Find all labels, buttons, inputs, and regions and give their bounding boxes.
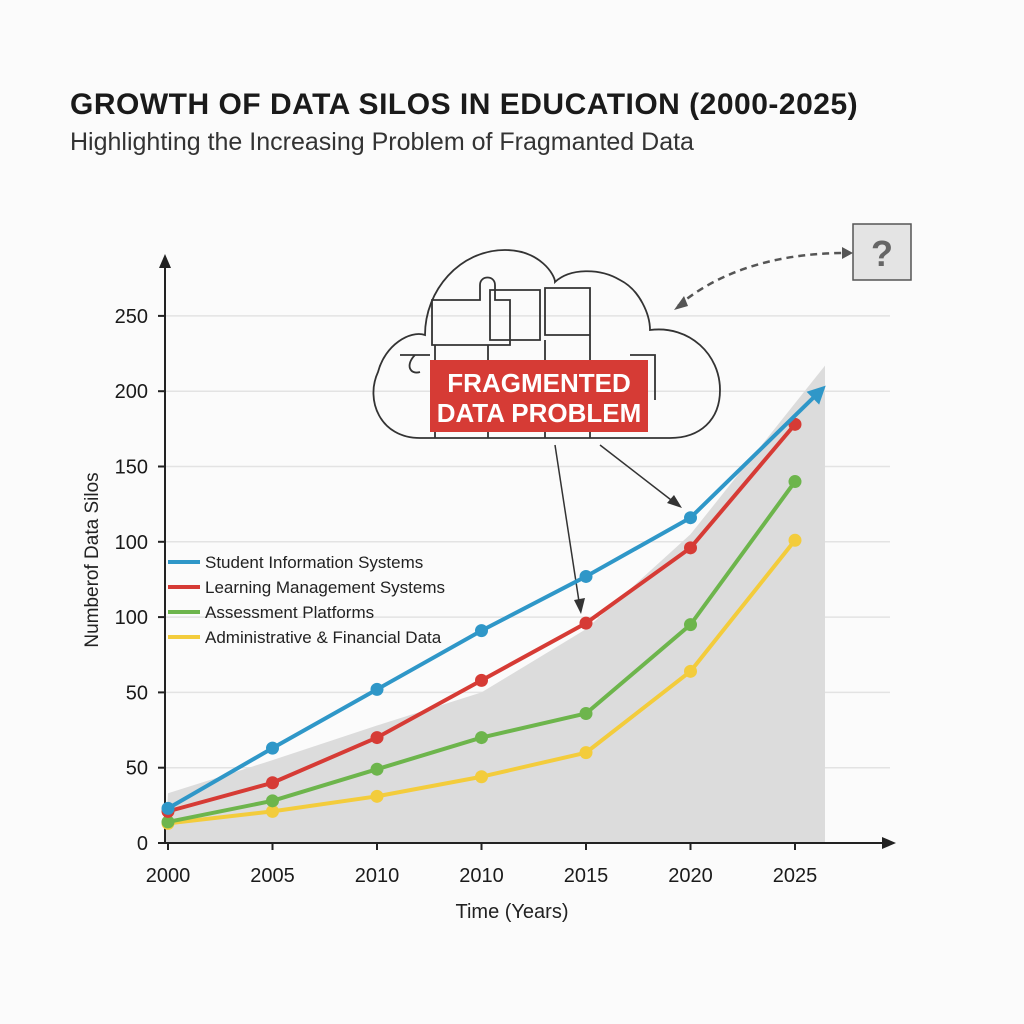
y-tick-label: 200 xyxy=(115,381,148,403)
x-tick-label: 2015 xyxy=(564,865,609,887)
x-tick-label: 2000 xyxy=(146,865,191,887)
pointer-arrowhead-2 xyxy=(667,495,682,508)
shaded-area xyxy=(165,365,825,843)
y-tick-label: 50 xyxy=(126,758,148,780)
data-point xyxy=(684,541,697,555)
data-point xyxy=(579,706,593,720)
series-learning-management-systems xyxy=(161,417,802,818)
data-point xyxy=(161,815,175,829)
legend-label: Administrative & Financial Data xyxy=(205,628,442,647)
y-axis-arrow xyxy=(159,254,171,268)
trend-arrowhead xyxy=(806,385,826,405)
y-tick-label: 100 xyxy=(115,607,148,629)
y-tick-label: 150 xyxy=(115,457,148,479)
data-point xyxy=(370,682,384,696)
data-point xyxy=(579,569,593,583)
callout-line1: FRAGMENTED xyxy=(447,368,630,398)
y-tick-label: 0 xyxy=(137,833,148,855)
x-tick-label: 2010 xyxy=(459,865,504,887)
chart-title: GROWTH OF DATA SILOS IN EDUCATION (2000-… xyxy=(70,88,859,121)
data-point xyxy=(475,673,488,687)
chart-subtitle: Highlighting the Increasing Problem of F… xyxy=(70,128,694,156)
question-box xyxy=(852,223,912,281)
data-point xyxy=(370,731,384,745)
y-tick-label: 100 xyxy=(115,532,148,554)
data-point xyxy=(475,731,488,745)
dashed-arrowhead-left xyxy=(674,296,688,310)
x-axis-arrow xyxy=(882,837,896,849)
data-point xyxy=(161,801,175,815)
x-tick-label: 2020 xyxy=(668,865,713,887)
data-point xyxy=(684,664,697,678)
data-point xyxy=(475,770,488,784)
pointer-arrowhead-1 xyxy=(574,598,585,614)
x-tick-label: 2005 xyxy=(250,865,295,887)
data-point xyxy=(266,794,279,808)
question-mark-icon: ? xyxy=(871,233,893,274)
dashed-double-arrow xyxy=(677,251,846,307)
legend-label: Learning Management Systems xyxy=(205,578,445,597)
callout-box xyxy=(430,360,648,432)
dashed-arrowhead-right xyxy=(842,247,853,259)
legend-label: Student Information Systems xyxy=(205,553,423,572)
data-point xyxy=(370,762,384,776)
data-point xyxy=(475,624,488,638)
series-assessment-platforms xyxy=(161,475,802,829)
y-tick-label: 250 xyxy=(115,306,148,328)
data-point xyxy=(266,741,279,755)
pointer-arrow-2 xyxy=(599,444,676,504)
data-point xyxy=(684,618,697,632)
data-point xyxy=(788,533,802,547)
data-point xyxy=(370,789,384,803)
legend-label: Assessment Platforms xyxy=(205,603,374,622)
cloud-icon xyxy=(372,249,721,439)
x-tick-label: 2010 xyxy=(355,865,400,887)
callout-line2: DATA PROBLEM xyxy=(437,398,642,428)
data-point xyxy=(266,804,279,818)
data-point xyxy=(684,511,697,525)
data-point xyxy=(579,616,593,630)
y-tick-label: 50 xyxy=(126,682,148,704)
series-student-information-systems xyxy=(161,385,826,815)
x-tick-label: 2025 xyxy=(773,865,818,887)
data-point xyxy=(266,776,279,790)
y-axis-label: Numberof Data Silos xyxy=(82,472,103,647)
data-point xyxy=(579,746,593,760)
x-axis-label: Time (Years) xyxy=(456,901,569,923)
data-point xyxy=(788,475,802,489)
